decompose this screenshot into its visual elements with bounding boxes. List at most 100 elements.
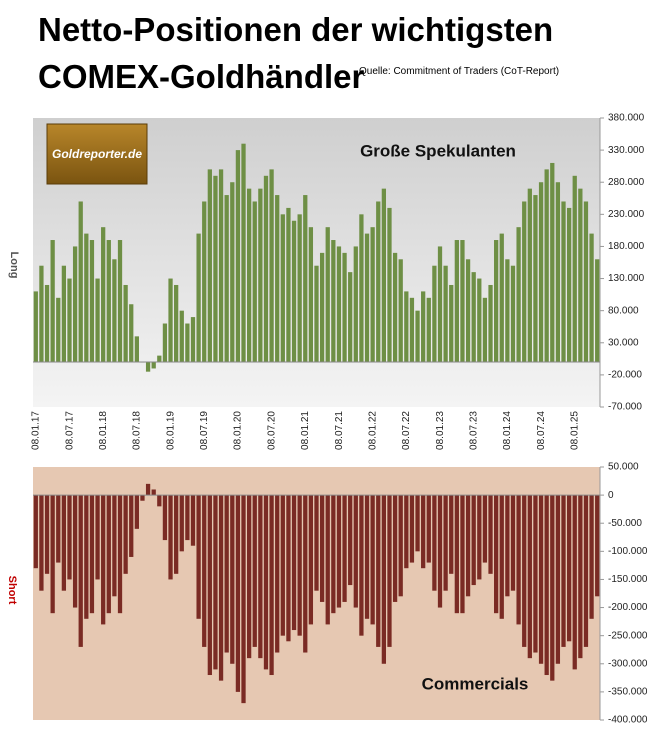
x-tick-label: 08.01.22 xyxy=(367,411,378,450)
bar xyxy=(578,495,583,659)
bar xyxy=(364,495,370,619)
bar xyxy=(353,495,358,608)
bar xyxy=(398,495,403,597)
x-tick-label: 08.07.21 xyxy=(334,411,345,450)
bar xyxy=(101,227,106,363)
bar xyxy=(527,188,532,363)
bar xyxy=(263,175,269,363)
bar xyxy=(477,278,482,363)
bar xyxy=(325,495,330,625)
bar xyxy=(583,495,589,647)
x-tick-label: 08.01.24 xyxy=(502,411,513,450)
bar xyxy=(286,207,291,363)
bar xyxy=(252,201,257,363)
x-tick-label: 08.01.17 xyxy=(31,411,42,450)
bar xyxy=(157,355,162,363)
bar xyxy=(123,495,128,574)
x-tick-label: 08.01.18 xyxy=(98,411,109,450)
bar xyxy=(415,495,420,552)
bar xyxy=(72,246,78,363)
bar xyxy=(190,495,196,546)
bar xyxy=(44,495,50,574)
bar xyxy=(179,310,184,363)
bar xyxy=(443,495,448,591)
y-tick-label: 0 xyxy=(608,490,614,501)
y-tick-label: -400.000 xyxy=(608,715,648,726)
bar xyxy=(162,323,168,363)
bar xyxy=(308,495,314,625)
bar xyxy=(494,495,499,614)
bar xyxy=(561,201,566,363)
bar xyxy=(460,240,465,363)
bar xyxy=(95,278,100,363)
bar xyxy=(409,495,415,563)
bar xyxy=(241,143,246,363)
bar xyxy=(421,291,426,363)
bar xyxy=(359,214,364,363)
bar xyxy=(72,495,78,608)
bar xyxy=(505,495,510,597)
bar xyxy=(589,495,594,619)
bar xyxy=(224,195,229,363)
bar xyxy=(174,495,179,574)
bar xyxy=(404,291,409,363)
bar xyxy=(202,201,207,363)
bar xyxy=(505,259,510,363)
bar xyxy=(308,227,314,363)
bar xyxy=(544,495,549,676)
bar xyxy=(89,240,95,363)
y-tick-label: -350.000 xyxy=(608,687,648,698)
y-tick-label: -100.000 xyxy=(608,546,648,557)
bar xyxy=(370,495,375,625)
bar xyxy=(432,265,437,363)
bar xyxy=(550,162,555,363)
bar xyxy=(196,233,201,363)
bar xyxy=(84,233,89,363)
x-tick-label: 08.07.22 xyxy=(401,411,412,450)
bar xyxy=(561,495,566,647)
bar xyxy=(61,265,67,363)
bar xyxy=(78,201,83,363)
bar xyxy=(538,182,544,363)
bar xyxy=(117,240,123,363)
bar xyxy=(145,362,151,372)
bar xyxy=(140,495,145,501)
bar xyxy=(477,495,482,580)
bar xyxy=(488,284,493,363)
bar xyxy=(162,495,168,541)
y-tick-label: -70.000 xyxy=(608,402,642,413)
y-tick-label: -50.000 xyxy=(608,518,642,529)
bar xyxy=(482,495,488,563)
bar xyxy=(207,169,212,363)
annotation: Commercials xyxy=(422,674,529,693)
x-tick-label: 08.07.24 xyxy=(536,411,547,450)
bar xyxy=(258,188,263,363)
bar xyxy=(235,150,241,363)
bar xyxy=(207,495,212,676)
bar xyxy=(112,259,117,363)
bar xyxy=(516,495,521,625)
bar xyxy=(533,495,538,653)
bar xyxy=(331,240,336,363)
bar xyxy=(342,252,347,363)
bar xyxy=(465,495,471,597)
bar xyxy=(595,495,600,597)
x-tick-label: 08.07.19 xyxy=(199,411,210,450)
bar xyxy=(129,495,134,557)
bar xyxy=(336,495,342,608)
y-tick-label: 280.000 xyxy=(608,177,645,188)
bar xyxy=(471,272,476,363)
bar xyxy=(488,495,493,574)
bar xyxy=(319,252,325,363)
source: Quelle: Commitment of Traders (CoT-Repor… xyxy=(359,66,560,77)
bar xyxy=(460,495,465,614)
bar xyxy=(269,495,274,676)
y-tick-label: 230.000 xyxy=(608,209,645,220)
bar xyxy=(527,495,532,659)
bar xyxy=(157,495,162,507)
bar xyxy=(275,195,280,363)
bar xyxy=(376,201,381,363)
bar xyxy=(145,483,151,496)
bar xyxy=(106,240,111,363)
bar xyxy=(286,495,291,642)
